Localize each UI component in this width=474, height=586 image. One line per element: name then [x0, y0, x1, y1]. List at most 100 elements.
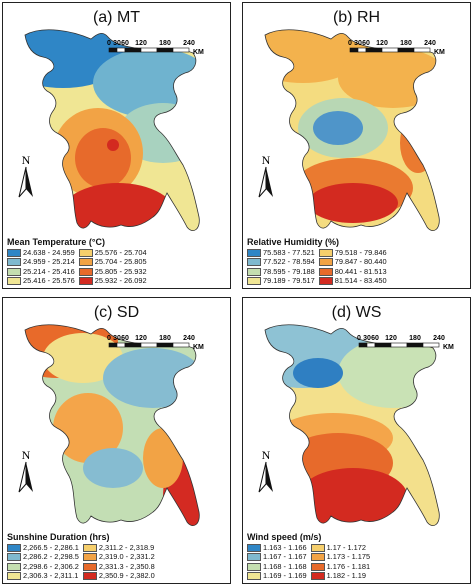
scale-segment — [422, 342, 440, 348]
country-outline — [264, 29, 440, 231]
legend-label: 1.168 - 1.168 — [263, 561, 307, 571]
north-arrow: N — [255, 448, 277, 501]
country-outline — [24, 324, 200, 526]
scale-segment — [172, 342, 190, 348]
legend-title: Relative Humidity (%) — [247, 236, 340, 247]
scale-segment — [349, 47, 359, 53]
scale-segment — [156, 47, 174, 53]
legend-item: 25.932 - 26.092 — [78, 277, 147, 285]
scale-unit: KM — [193, 49, 204, 56]
legend-swatch — [318, 248, 333, 257]
legend-label: 2,298.6 - 2,306.2 — [23, 561, 79, 571]
legend-label: 1.169 - 1.169 — [263, 571, 307, 581]
north-arrow-right — [266, 462, 273, 492]
legend-item: 1.163 - 1.166 — [247, 542, 307, 552]
legend-item: 25.805 - 25.932 — [78, 267, 147, 276]
legend-swatch — [310, 562, 325, 571]
scale-segment — [406, 342, 424, 348]
legend-swatch — [7, 248, 21, 257]
legend-item: 2,319.0 - 2,331.2 — [82, 553, 155, 561]
legend-item: 2,286.2 - 2,298.5 — [7, 553, 79, 561]
legend-swatch — [78, 267, 93, 276]
legend-label: 79.847 - 80.440 — [334, 257, 387, 267]
scale-segment — [390, 342, 408, 348]
legend-swatch — [247, 553, 261, 561]
legend-label: 77.522 - 78.594 — [263, 257, 315, 267]
legend-swatch — [318, 258, 333, 266]
legend-swatch — [78, 258, 93, 266]
legend-swatch — [247, 572, 261, 580]
legend-item: 1.169 - 1.169 — [247, 572, 307, 580]
legend-label: 1.17 - 1.172 — [326, 542, 367, 552]
legend: Relative Humidity (%) 75.583 - 77.521 79.… — [247, 236, 387, 286]
legend-label: 2,350.9 - 2,382.0 — [98, 571, 155, 581]
country-outline — [24, 29, 200, 231]
legend-swatch — [318, 277, 333, 285]
scale-segment — [116, 47, 126, 53]
scale-tick-label: 60 — [121, 40, 129, 47]
legend-title: Sunshine Duration (hrs) — [7, 531, 110, 542]
legend-items: 24.638 - 24.959 25.576 - 25.704 24.959 - 2… — [7, 247, 147, 286]
zone-lowcenter — [83, 448, 143, 488]
legend-swatch — [82, 543, 97, 552]
legend-item: 2,311.2 - 2,318.9 — [82, 543, 155, 552]
north-label: N — [22, 153, 31, 167]
north-label: N — [262, 448, 271, 462]
legend-label: 79.189 - 79.517 — [263, 276, 315, 286]
legend-swatch — [247, 543, 261, 552]
legend-item: 1.182 - 1.19 — [310, 572, 371, 580]
legend-item: 2,298.6 - 2,306.2 — [7, 561, 79, 571]
scale-unit: KM — [193, 344, 204, 351]
legend-label: 2,266.5 - 2,286.1 — [23, 542, 79, 552]
legend-label: 25.416 - 25.576 — [23, 276, 75, 286]
legend-swatch — [247, 258, 261, 266]
legend-item: 78.595 - 79.188 — [247, 267, 315, 276]
legend-swatch — [82, 562, 97, 571]
zone-hotspot — [107, 139, 119, 151]
legend-item: 1.17 - 1.172 — [310, 542, 371, 552]
legend-item: 2,266.5 - 2,286.1 — [7, 542, 79, 552]
scale-segment — [124, 342, 142, 348]
legend-item: 24.638 - 24.959 — [7, 248, 75, 257]
scale-tick-label: 30 — [113, 335, 121, 342]
legend-label: 81.514 - 83.450 — [334, 276, 387, 286]
scale-tick-label: 120 — [385, 335, 397, 342]
north-arrow: N — [15, 448, 37, 501]
legend-item: 24.959 - 25.214 — [7, 258, 75, 266]
legend-items: 1.163 - 1.166 1.17 - 1.172 1.167 - 1.167 1.… — [247, 542, 371, 580]
legend-items: 75.583 - 77.521 79.518 - 79.846 77.522 - 7… — [247, 247, 387, 286]
map-rh — [264, 29, 440, 231]
scale-tick-label: 180 — [159, 335, 171, 342]
north-arrow: N — [15, 153, 37, 206]
legend-label: 2,331.3 - 2,350.8 — [98, 561, 155, 571]
legend: Mean Temperature (°C) 24.638 - 24.959 25.… — [7, 237, 147, 286]
scale-tick-label: 180 — [409, 335, 421, 342]
legend-label: 75.583 - 77.521 — [263, 247, 315, 257]
legend: Sunshine Duration (hrs) 2,266.5 - 2,286.… — [7, 531, 155, 581]
legend-label: 1.163 - 1.166 — [263, 542, 307, 552]
legend-label: 79.518 - 79.846 — [334, 247, 387, 257]
zone-n-mid — [43, 333, 123, 383]
legend-label: 24.959 - 25.214 — [23, 257, 75, 267]
scale-segment — [397, 47, 415, 53]
north-label: N — [262, 153, 271, 167]
scale-tick-label: 240 — [183, 335, 195, 342]
legend-swatch — [78, 248, 93, 257]
scale-tick-label: 60 — [362, 40, 370, 47]
panel-title: (a) MT — [92, 9, 141, 26]
panel-title: (b) RH — [332, 9, 381, 26]
legend-swatch — [247, 267, 261, 276]
scale-segment — [413, 47, 431, 53]
north-arrow-left — [18, 166, 27, 198]
legend-label: 25.576 - 25.704 — [94, 247, 147, 257]
panel-sd: (c) SD 0 30 60 120 180 240 KM N Sunshine Durat… — [2, 297, 231, 584]
zone-east-high — [400, 113, 436, 173]
legend-swatch — [7, 572, 21, 580]
scale-bar: 0 30 60 120 180 240 KM — [346, 36, 466, 65]
zone-center — [53, 393, 123, 463]
north-arrow-right — [26, 462, 33, 492]
scale-tick-label: 60 — [371, 335, 379, 342]
legend-label: 1.167 - 1.167 — [263, 552, 307, 562]
zone-south-hot — [58, 183, 178, 231]
scale-tick-label: 0 — [107, 40, 111, 47]
